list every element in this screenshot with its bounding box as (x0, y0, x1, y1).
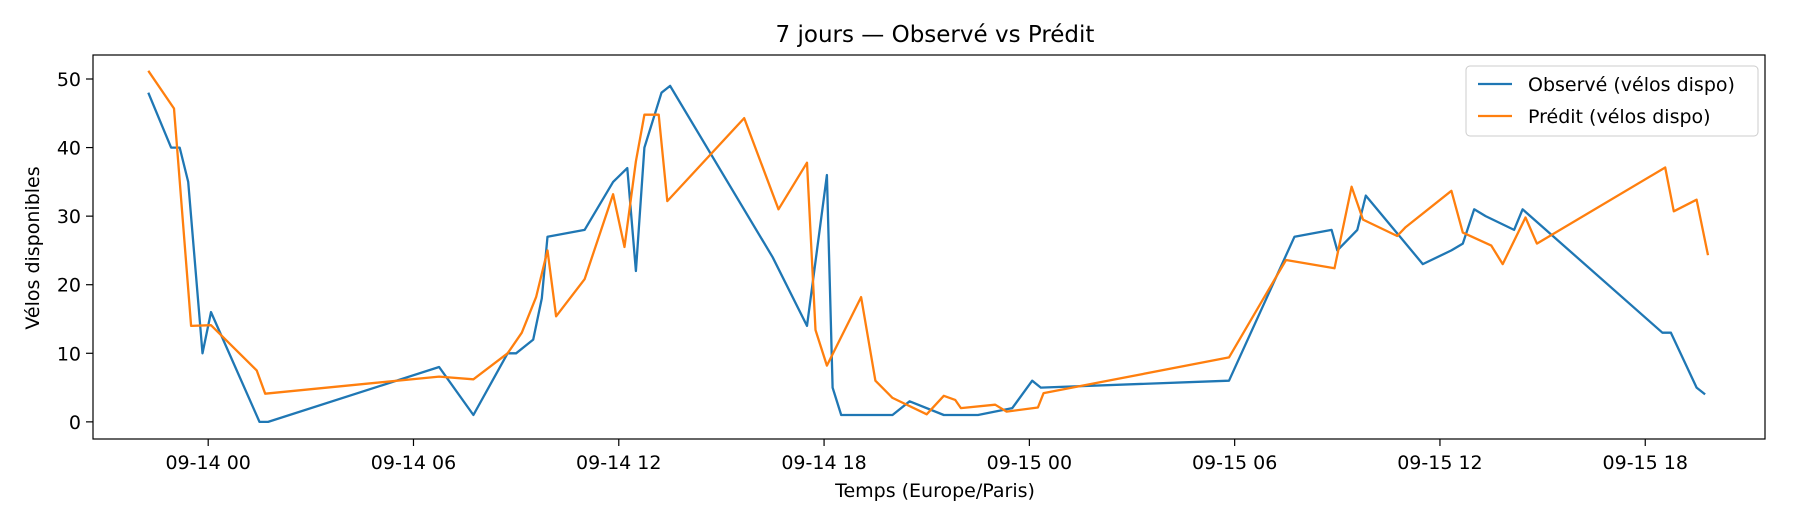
x-tick-label: 09-14 00 (165, 452, 250, 474)
x-axis-label: Temps (Europe/Paris) (834, 480, 1035, 502)
y-tick-label: 50 (57, 69, 81, 91)
axis-ticks: 09-14 00 09-14 06 09-14 12 09-14 18 09-15 00… (57, 69, 1688, 474)
chart-title: 7 jours — Observé vs Prédit (776, 22, 1095, 48)
x-tick-label: 09-14 12 (576, 452, 661, 474)
series-line-observed (147, 84, 1706, 424)
x-tick-label: 09-15 18 (1603, 452, 1688, 474)
y-tick-label: 10 (57, 343, 81, 365)
y-tick-label: 20 (57, 275, 81, 297)
y-tick-label: 40 (57, 138, 81, 160)
plot-area (147, 70, 1710, 424)
y-axis-label: Vélos disponibles (22, 166, 44, 329)
plot-frame (92, 54, 1766, 440)
x-tick-label: 09-15 00 (987, 452, 1072, 474)
x-tick-label: 09-14 06 (371, 452, 456, 474)
series-line-predicted (147, 70, 1710, 416)
y-tick-label: 30 (57, 206, 81, 228)
x-tick-label: 09-15 06 (1192, 452, 1277, 474)
legend-label: Prédit (vélos dispo) (1528, 106, 1711, 128)
legend-box (1465, 65, 1759, 137)
x-tick-label: 09-15 12 (1397, 452, 1482, 474)
x-tick-label: 09-14 18 (781, 452, 866, 474)
y-tick-label: 0 (69, 412, 81, 434)
legend: Observé (vélos dispo) Prédit (vélos dispo… (1465, 65, 1759, 137)
legend-label: Observé (vélos dispo) (1528, 74, 1735, 96)
